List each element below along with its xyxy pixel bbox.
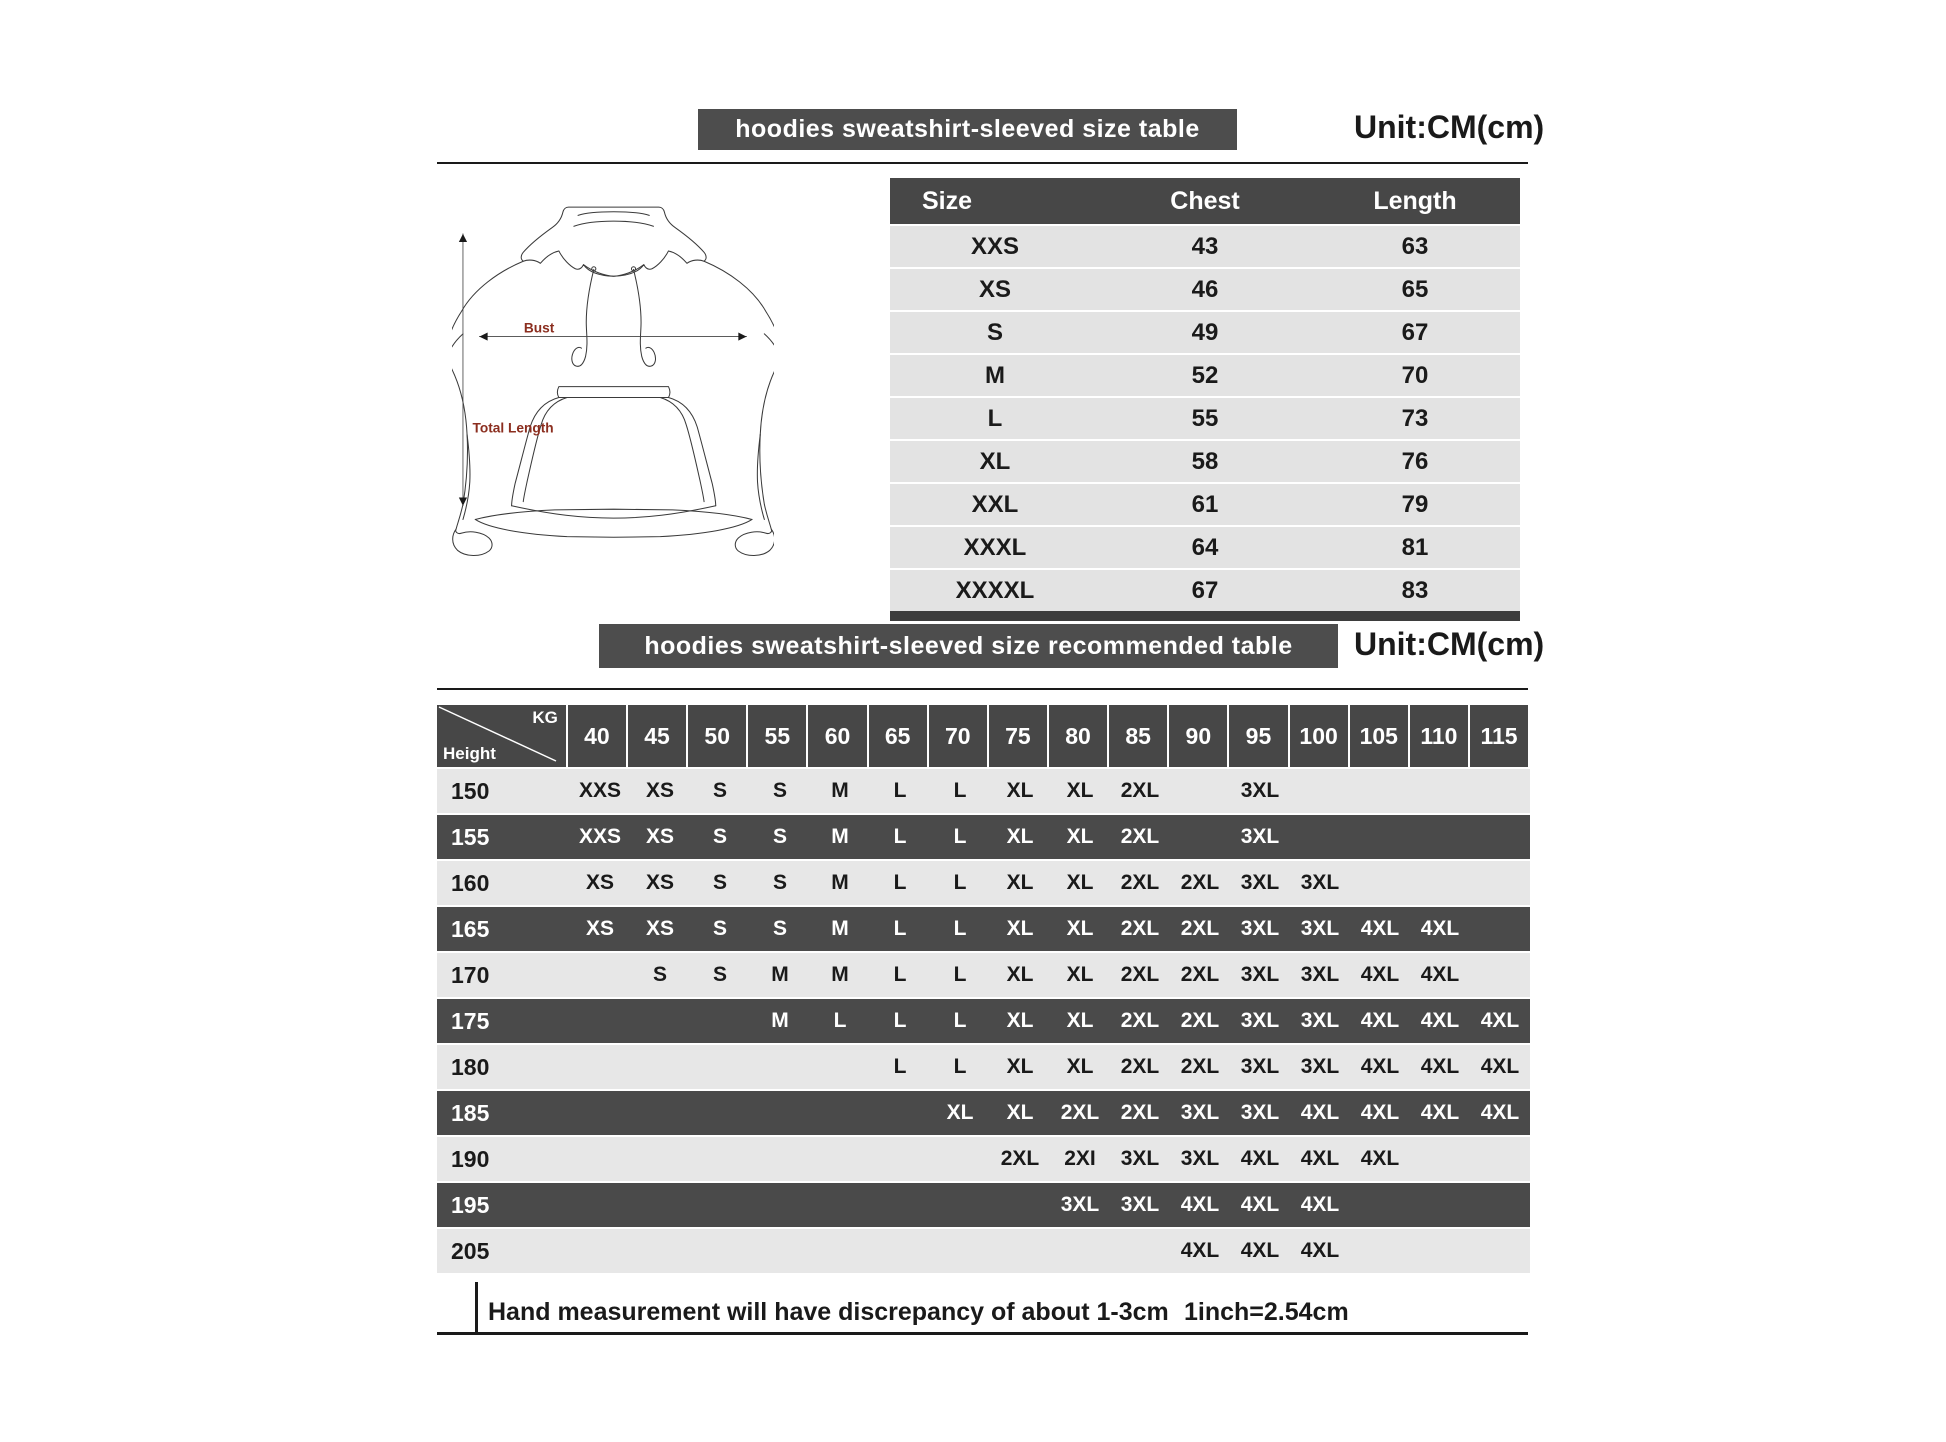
svg-text:Total Length: Total Length: [473, 420, 554, 435]
svg-text:Bust: Bust: [524, 320, 555, 335]
